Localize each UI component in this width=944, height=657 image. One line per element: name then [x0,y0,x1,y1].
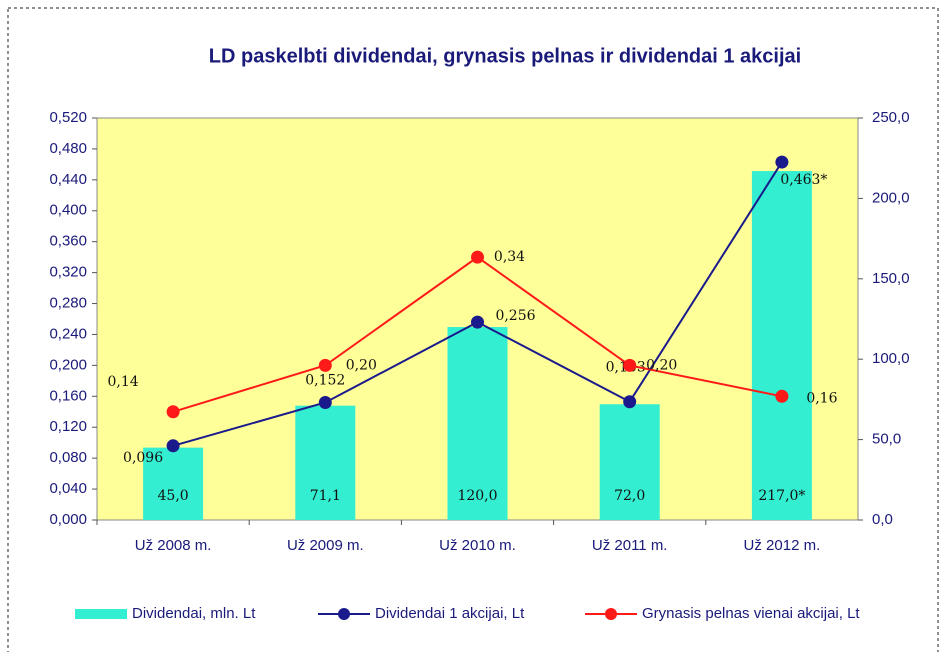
y-tick-label: 0,280 [49,295,87,312]
line-value-label: 0,096 [123,450,163,466]
y-tick-label: 0,080 [49,449,87,466]
line-value-label: 0,256 [495,308,535,324]
bar-value-label: 72,0 [614,488,645,504]
line-marker [623,395,637,409]
x-tick-label: Už 2009 m. [287,537,364,554]
y-tick-label: 0,200 [49,356,87,373]
y-tick-label: 0,040 [49,480,87,497]
line-value-label: 0,34 [494,249,525,265]
bar [447,327,508,520]
y-tick-label: 0,520 [49,109,87,126]
y2-tick-label: 50,0 [872,431,901,448]
line-marker [471,250,484,264]
x-tick-label: Už 2008 m. [135,537,212,554]
legend-swatch [75,609,127,619]
line-value-label: 0,463* [780,172,827,188]
legend-label: Grynasis pelnas vienai akcijai, Lt [642,605,860,622]
line-value-label: 0,20 [646,357,677,373]
line-marker [318,395,332,409]
line-value-label: 0,14 [108,374,139,390]
bar [751,171,812,520]
y-tick-label: 0,240 [49,325,87,342]
line-marker [166,439,180,453]
chart-title: LD paskelbti dividendai, grynasis pelnas… [209,45,801,67]
line-marker [318,358,332,372]
line-value-label: 0,152 [305,372,345,388]
line-marker [471,315,484,329]
legend-label: Dividendai 1 akcijai, Lt [375,605,525,622]
y2-tick-label: 250,0 [872,109,910,126]
frame [7,7,939,657]
y-tick-label: 0,160 [49,387,87,404]
bar [599,404,660,520]
legend-marker [605,608,617,620]
y-tick-label: 0,480 [49,140,87,157]
bar-value-label: 45,0 [158,488,189,504]
bar [295,405,356,520]
y-tick-label: 0,320 [49,264,87,281]
y-tick-label: 0,000 [49,511,87,528]
x-tick-label: Už 2012 m. [744,537,821,554]
line-marker [166,405,180,419]
x-tick-label: Už 2011 m. [592,537,668,554]
line-value-label: 0,20 [346,357,377,373]
y-tick-label: 0,120 [49,418,87,435]
y2-tick-label: 100,0 [872,350,910,367]
bar-value-label: 120,0 [457,488,497,504]
y-tick-label: 0,360 [49,233,87,250]
bar [143,447,204,520]
y-tick-label: 0,400 [49,202,87,219]
y2-tick-label: 0,0 [872,511,893,528]
line-value-label: 0,16 [806,390,837,406]
x-tick-label: Už 2010 m. [439,537,516,554]
line-marker [775,155,789,169]
bar-value-label: 217,0* [758,488,805,504]
legend-label: Dividendai, mln. Lt [132,605,256,622]
y2-tick-label: 200,0 [872,189,910,206]
y2-tick-label: 150,0 [872,270,910,287]
bar-value-label: 71,1 [310,488,341,504]
y-tick-label: 0,440 [49,171,87,188]
line-marker [775,389,789,403]
line-marker [623,358,637,372]
legend-marker [338,608,350,620]
